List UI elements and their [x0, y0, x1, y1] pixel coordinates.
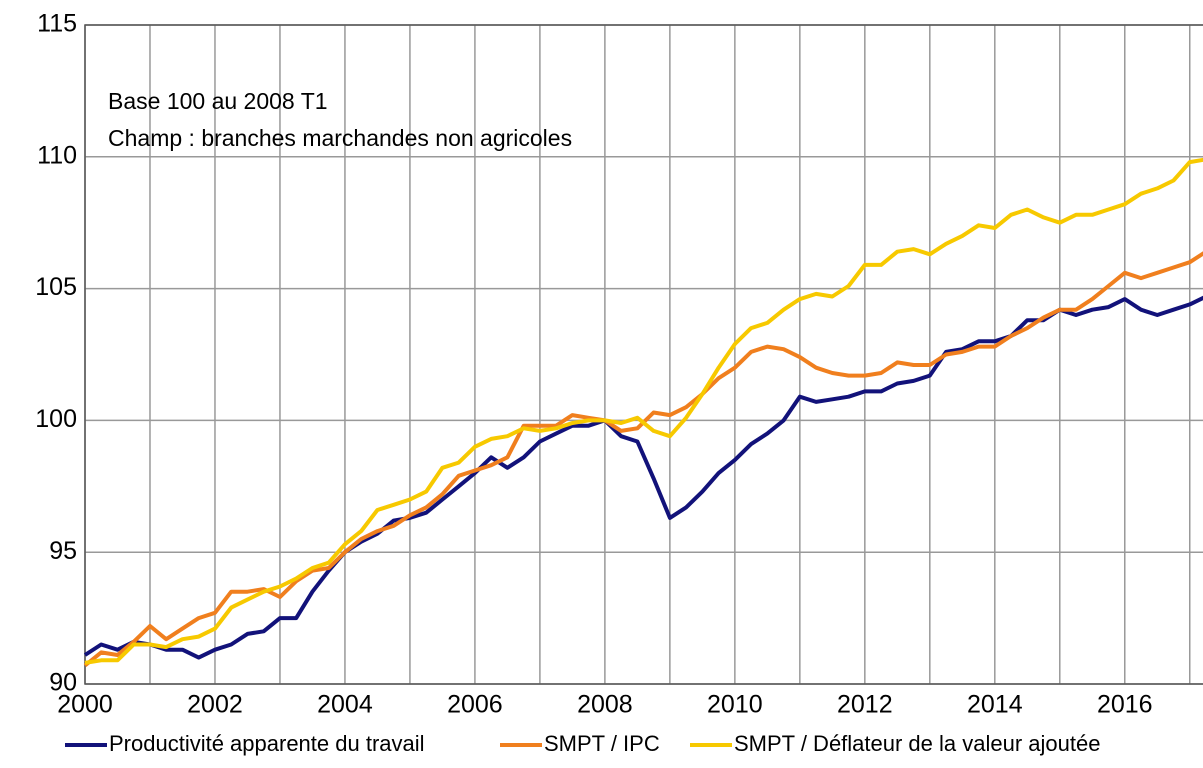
y-tick-label: 105: [35, 273, 77, 301]
legend-label: Productivité apparente du travail: [109, 731, 425, 756]
y-tick-label: 110: [37, 141, 77, 169]
x-tick-label: 2006: [447, 691, 503, 719]
x-tick-label: 2008: [577, 691, 633, 719]
chart: Base 100 au 2008 T1 Champ : branches mar…: [0, 0, 1203, 768]
series-line: [85, 159, 1203, 663]
x-tick-label: 2016: [1097, 691, 1153, 719]
y-tick-label: 95: [49, 537, 77, 565]
legend-label: SMPT / Déflateur de la valeur ajoutée: [734, 731, 1100, 756]
x-tick-label: 2010: [707, 691, 763, 719]
series-line: [85, 297, 1203, 658]
x-tick-label: 2004: [317, 691, 373, 719]
legend-label: SMPT / IPC: [544, 731, 660, 756]
legend: Productivité apparente du travail SMPT / …: [65, 731, 1100, 756]
annotation: Base 100 au 2008 T1: [108, 88, 328, 114]
x-tick-label: 2014: [967, 691, 1023, 719]
x-tick-label: 2012: [837, 691, 893, 719]
y-tick-label: 100: [35, 405, 77, 433]
x-tick-label: 2002: [187, 691, 243, 719]
annotation: Champ : branches marchandes non agricole…: [108, 125, 572, 151]
y-tick-label: 115: [37, 10, 77, 38]
x-tick-label: 2000: [57, 691, 113, 719]
plot-frame: [85, 25, 1203, 684]
